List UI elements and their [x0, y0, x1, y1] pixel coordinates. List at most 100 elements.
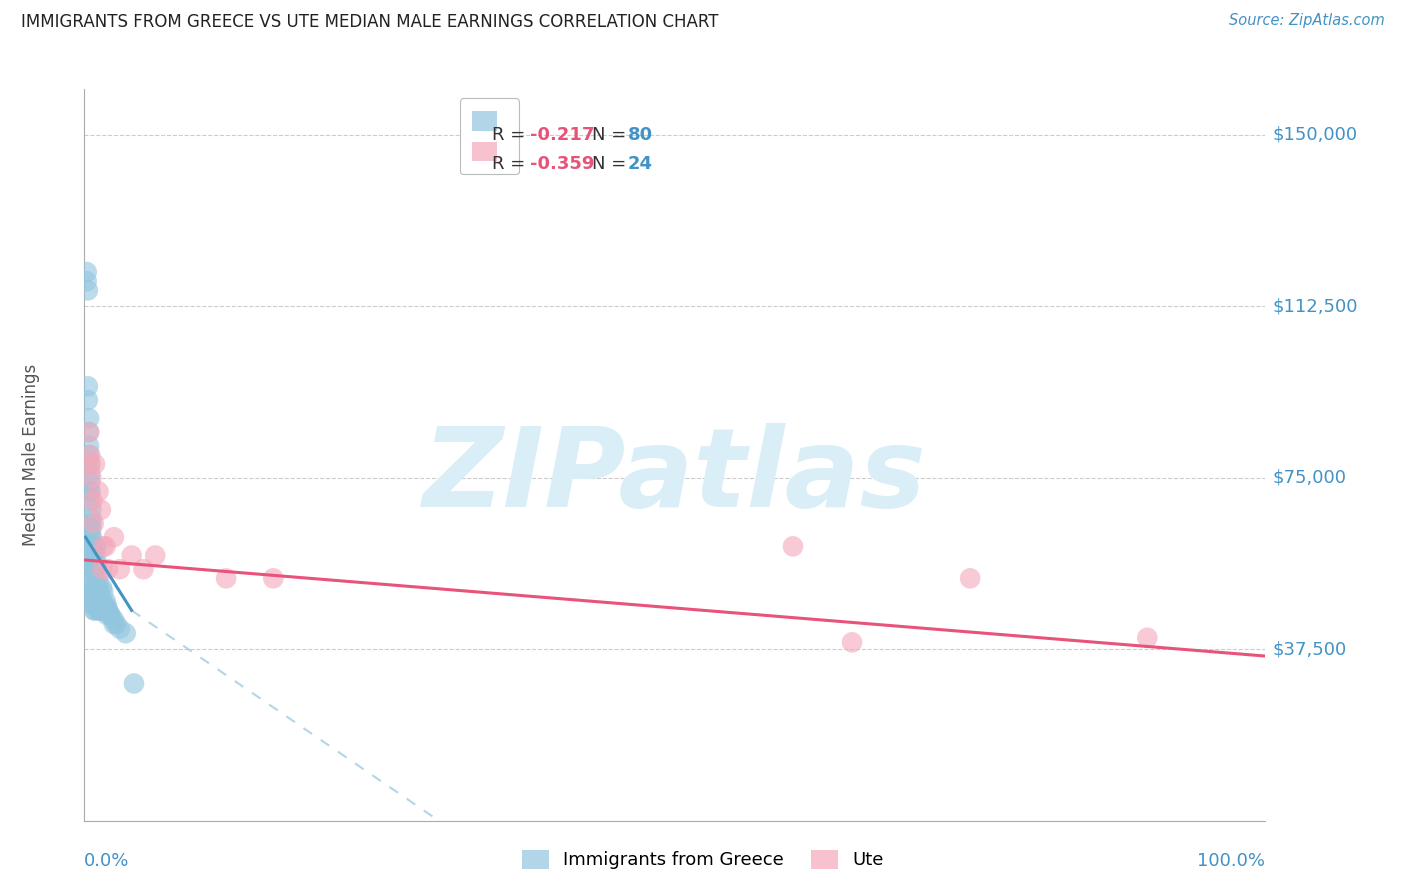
Point	[782, 539, 804, 553]
Point	[83, 516, 105, 531]
Point	[84, 576, 107, 591]
Point	[84, 590, 107, 604]
Point	[1136, 631, 1159, 645]
Point	[84, 599, 107, 613]
Point	[77, 585, 100, 599]
Point	[79, 448, 101, 462]
Point	[91, 603, 114, 617]
Point	[84, 585, 107, 599]
Point	[82, 558, 104, 572]
Point	[82, 562, 104, 576]
Point	[108, 562, 131, 576]
Point	[103, 617, 125, 632]
Point	[89, 585, 111, 599]
Point	[86, 558, 108, 572]
Point	[79, 484, 101, 499]
Point	[91, 581, 114, 595]
Point	[83, 590, 105, 604]
Point	[121, 549, 143, 563]
Point	[98, 607, 121, 622]
Point	[86, 594, 108, 608]
Point	[79, 466, 101, 480]
Point	[105, 617, 128, 632]
Point	[77, 439, 100, 453]
Point	[82, 553, 104, 567]
Point	[79, 493, 101, 508]
Point	[841, 635, 863, 649]
Text: R =: R =	[492, 126, 531, 144]
Point	[84, 549, 107, 563]
Point	[82, 576, 104, 591]
Text: IMMIGRANTS FROM GREECE VS UTE MEDIAN MALE EARNINGS CORRELATION CHART: IMMIGRANTS FROM GREECE VS UTE MEDIAN MAL…	[21, 13, 718, 31]
Point	[77, 411, 100, 425]
Point	[132, 562, 155, 576]
Legend: Immigrants from Greece, Ute: Immigrants from Greece, Ute	[513, 841, 893, 879]
Point	[96, 599, 118, 613]
Text: $112,500: $112,500	[1272, 297, 1358, 316]
Point	[90, 599, 112, 613]
Point	[77, 284, 100, 298]
Point	[77, 425, 100, 439]
Point	[80, 471, 103, 485]
Point	[91, 585, 114, 599]
Point	[83, 603, 105, 617]
Point	[84, 603, 107, 617]
Point	[80, 530, 103, 544]
Point	[93, 599, 115, 613]
Point	[80, 502, 103, 516]
Point	[77, 392, 100, 407]
Point	[959, 571, 981, 585]
Point	[89, 603, 111, 617]
Point	[84, 539, 107, 553]
Point	[90, 502, 112, 516]
Point	[79, 484, 101, 499]
Point	[80, 521, 103, 535]
Point	[97, 603, 120, 617]
Text: Median Male Earnings: Median Male Earnings	[22, 364, 41, 546]
Point	[91, 599, 114, 613]
Point	[262, 571, 284, 585]
Point	[91, 539, 114, 553]
Text: R =: R =	[492, 155, 531, 173]
Point	[94, 539, 117, 553]
Point	[83, 594, 105, 608]
Point	[77, 521, 100, 535]
Text: $75,000: $75,000	[1272, 469, 1347, 487]
Point	[84, 457, 107, 471]
Point	[77, 379, 100, 393]
Point	[86, 590, 108, 604]
Point	[103, 530, 125, 544]
Point	[79, 475, 101, 490]
Text: 100.0%: 100.0%	[1198, 852, 1265, 870]
Point	[98, 607, 121, 622]
Point	[103, 612, 125, 626]
Text: -0.217: -0.217	[530, 126, 593, 144]
Point	[97, 603, 120, 617]
Text: 24: 24	[627, 155, 652, 173]
Point	[96, 607, 118, 622]
Point	[82, 566, 104, 581]
Text: N =: N =	[592, 155, 633, 173]
Point	[80, 539, 103, 553]
Text: -0.359: -0.359	[530, 155, 593, 173]
Point	[84, 539, 107, 553]
Point	[82, 539, 104, 553]
Point	[84, 566, 107, 581]
Point	[94, 594, 117, 608]
Point	[79, 457, 101, 471]
Point	[86, 585, 108, 599]
Point	[87, 484, 110, 499]
Point	[84, 566, 107, 581]
Point	[80, 512, 103, 526]
Text: 80: 80	[627, 126, 652, 144]
Point	[76, 265, 98, 279]
Point	[82, 493, 104, 508]
Point	[83, 599, 105, 613]
Point	[84, 594, 107, 608]
Point	[87, 599, 110, 613]
Text: N =: N =	[592, 126, 633, 144]
Point	[82, 549, 104, 563]
Point	[215, 571, 238, 585]
Point	[108, 622, 131, 636]
Point	[91, 562, 114, 576]
